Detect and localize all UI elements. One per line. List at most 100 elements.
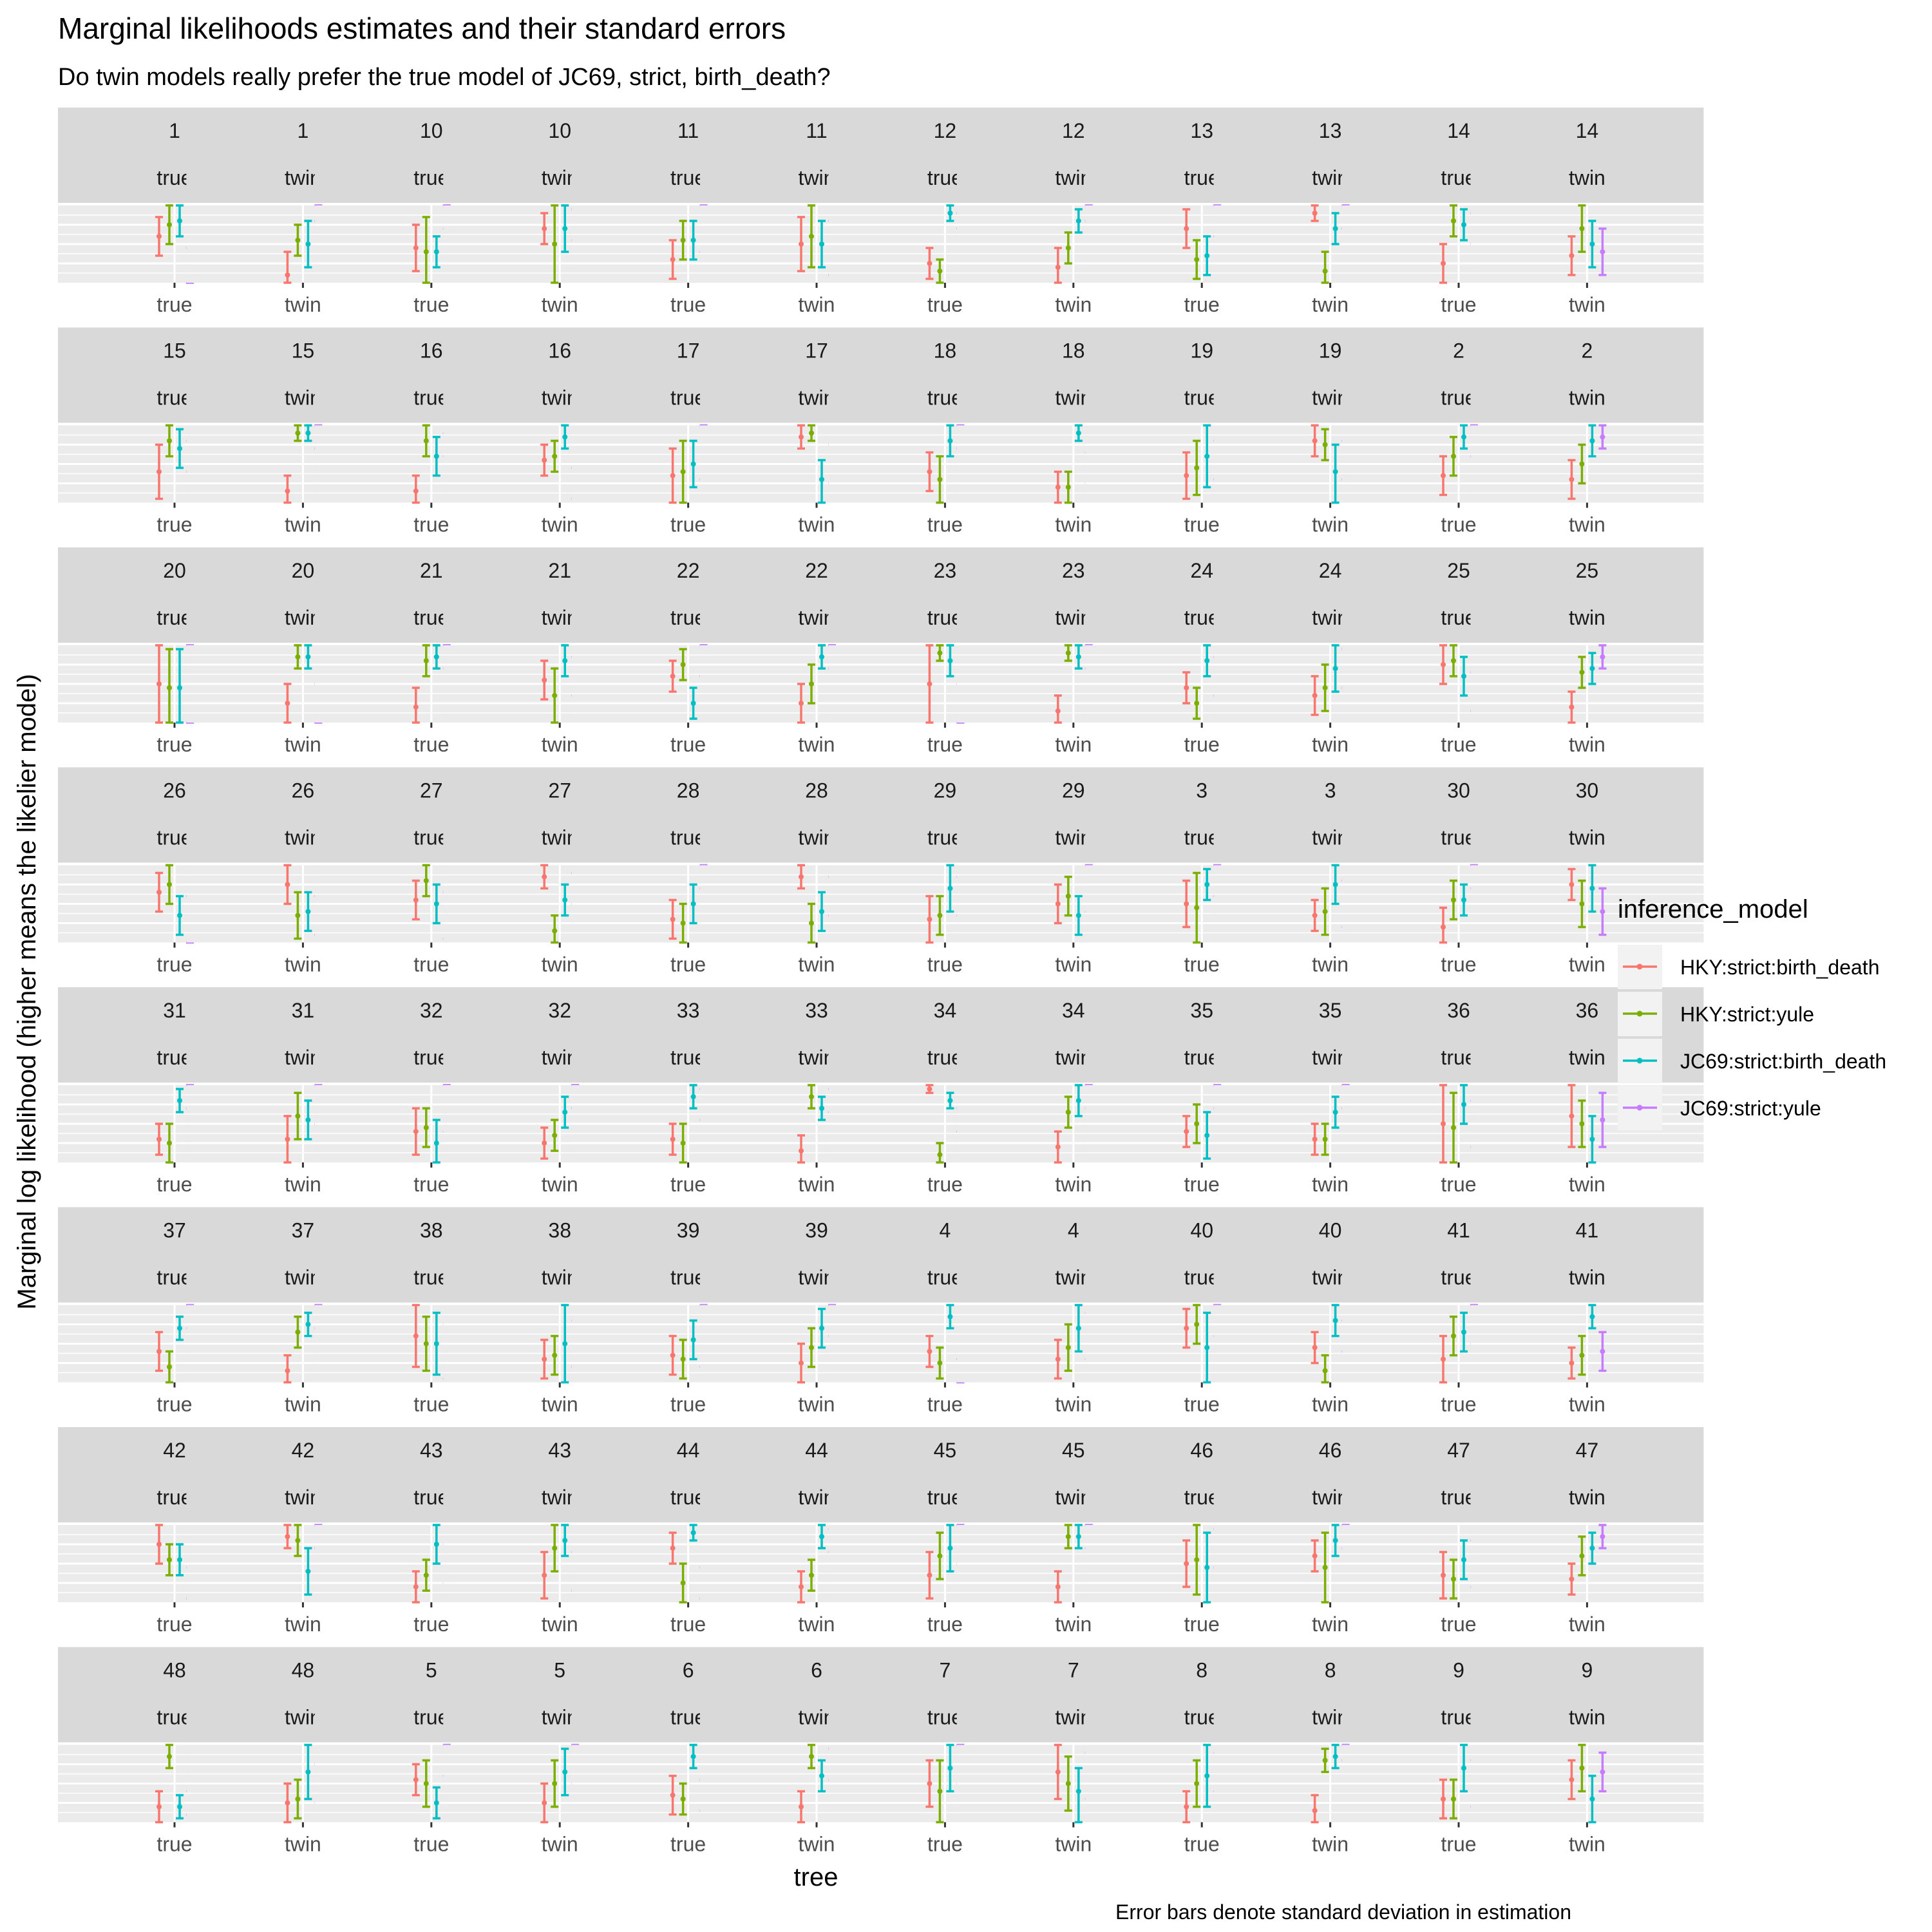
facet-panel: 25 twin twin	[1470, 547, 1704, 756]
error-bar	[283, 1115, 292, 1164]
estimate-point	[156, 1137, 162, 1142]
facet-panel: 36 twin twin	[1470, 987, 1704, 1196]
error-bar	[946, 424, 954, 458]
error-bar	[1460, 1743, 1468, 1793]
estimate-point	[1441, 662, 1446, 667]
facet-strip-tree: twin	[1569, 1046, 1605, 1069]
facet-strip-id: 38	[548, 1219, 571, 1242]
facet-strip-tree: true	[927, 826, 963, 849]
error-bar	[1321, 887, 1329, 936]
estimate-point	[1332, 469, 1338, 475]
estimate-point	[1055, 1356, 1061, 1362]
x-tick-label: true	[1441, 733, 1476, 756]
error-bar	[283, 683, 292, 724]
estimate-point	[1075, 1534, 1081, 1539]
estimate-point	[690, 461, 696, 467]
estimate-point	[1322, 269, 1328, 274]
estimate-point	[799, 242, 804, 247]
estimate-point	[433, 1542, 439, 1547]
estimate-point	[799, 1360, 804, 1366]
estimate-point	[1451, 897, 1456, 903]
error-bar	[422, 1558, 430, 1592]
estimate-point	[809, 234, 814, 239]
estimate-point	[177, 1804, 182, 1810]
error-bar	[1598, 1751, 1607, 1793]
x-tick-label: twin	[1055, 513, 1092, 536]
facet-strip-id: 10	[420, 119, 443, 142]
facet-strip-id: 37	[292, 1219, 315, 1242]
error-bar	[1321, 251, 1329, 284]
estimate-point	[947, 1314, 953, 1320]
estimate-point	[1312, 913, 1318, 918]
x-tick-label: twin	[542, 733, 578, 756]
facet-strip-id: 18	[934, 339, 957, 363]
error-bar	[946, 864, 954, 913]
x-tick-label: twin	[1055, 953, 1092, 976]
estimate-point	[1569, 253, 1575, 258]
error-bar	[432, 1119, 440, 1164]
estimate-point	[433, 1341, 439, 1347]
legend-title: inference_model	[1618, 895, 1808, 923]
estimate-point	[542, 1800, 547, 1806]
legend-item: JC69:strict:yule	[1618, 1086, 1821, 1130]
error-bar	[540, 1782, 549, 1824]
facet-strip-id: 5	[426, 1659, 437, 1682]
estimate-point	[819, 654, 824, 659]
error-bar	[166, 1350, 173, 1384]
estimate-point	[413, 1333, 419, 1339]
estimate-point	[947, 886, 953, 891]
error-bar	[1588, 1115, 1596, 1164]
estimate-point	[1065, 245, 1071, 251]
chart-subtitle: Do twin models really prefer the true mo…	[58, 64, 831, 91]
estimate-point	[413, 245, 419, 251]
facet-strip-id: 22	[677, 559, 700, 582]
x-tick-label: true	[1184, 1613, 1220, 1636]
error-bar	[936, 258, 944, 284]
error-bar	[540, 1338, 549, 1380]
estimate-point	[680, 238, 686, 243]
error-bar	[155, 216, 163, 257]
estimate-point	[156, 1542, 162, 1547]
x-tick-label: twin	[1312, 513, 1349, 536]
estimate-point	[177, 1098, 182, 1103]
x-tick-label: true	[156, 1173, 192, 1196]
error-bar	[1450, 1092, 1457, 1164]
estimate-point	[1075, 1788, 1081, 1794]
error-bar	[304, 1547, 312, 1596]
estimate-point	[1055, 1769, 1061, 1775]
error-bar	[1460, 883, 1468, 917]
estimate-point	[1055, 1584, 1061, 1589]
x-tick-label: twin	[1055, 1173, 1092, 1196]
error-bar	[689, 1084, 697, 1110]
estimate-point	[1589, 1314, 1595, 1320]
error-bar	[166, 1543, 173, 1577]
x-tick-label: true	[1441, 953, 1476, 976]
error-bar	[1054, 470, 1062, 504]
x-tick-label: true	[1441, 293, 1476, 316]
estimate-point	[1579, 1553, 1585, 1558]
error-bar	[432, 435, 440, 477]
estimate-point	[562, 897, 568, 903]
error-bar	[283, 864, 292, 905]
error-bar	[561, 883, 569, 917]
estimate-point	[1065, 1534, 1071, 1539]
x-tick-label: twin	[1569, 733, 1605, 756]
x-tick-label: true	[927, 513, 963, 536]
error-bar	[1054, 1338, 1062, 1380]
estimate-point	[295, 430, 301, 436]
facet-strip-id: 27	[548, 779, 571, 802]
error-bar	[925, 247, 934, 280]
facet-strip-id: 4	[1068, 1219, 1079, 1242]
estimate-point	[680, 1580, 686, 1586]
estimate-point	[1332, 882, 1338, 887]
error-bar	[1203, 644, 1211, 677]
x-tick-label: twin	[799, 733, 835, 756]
x-tick-label: true	[1184, 733, 1220, 756]
error-bar	[689, 1524, 697, 1542]
error-bar	[1598, 1092, 1607, 1148]
estimate-point	[1055, 901, 1061, 907]
facet-strip-id: 44	[805, 1439, 828, 1462]
error-bar	[1203, 424, 1211, 489]
facet-strip-id: 48	[292, 1659, 315, 1682]
facet-strip-id: 17	[677, 339, 700, 363]
